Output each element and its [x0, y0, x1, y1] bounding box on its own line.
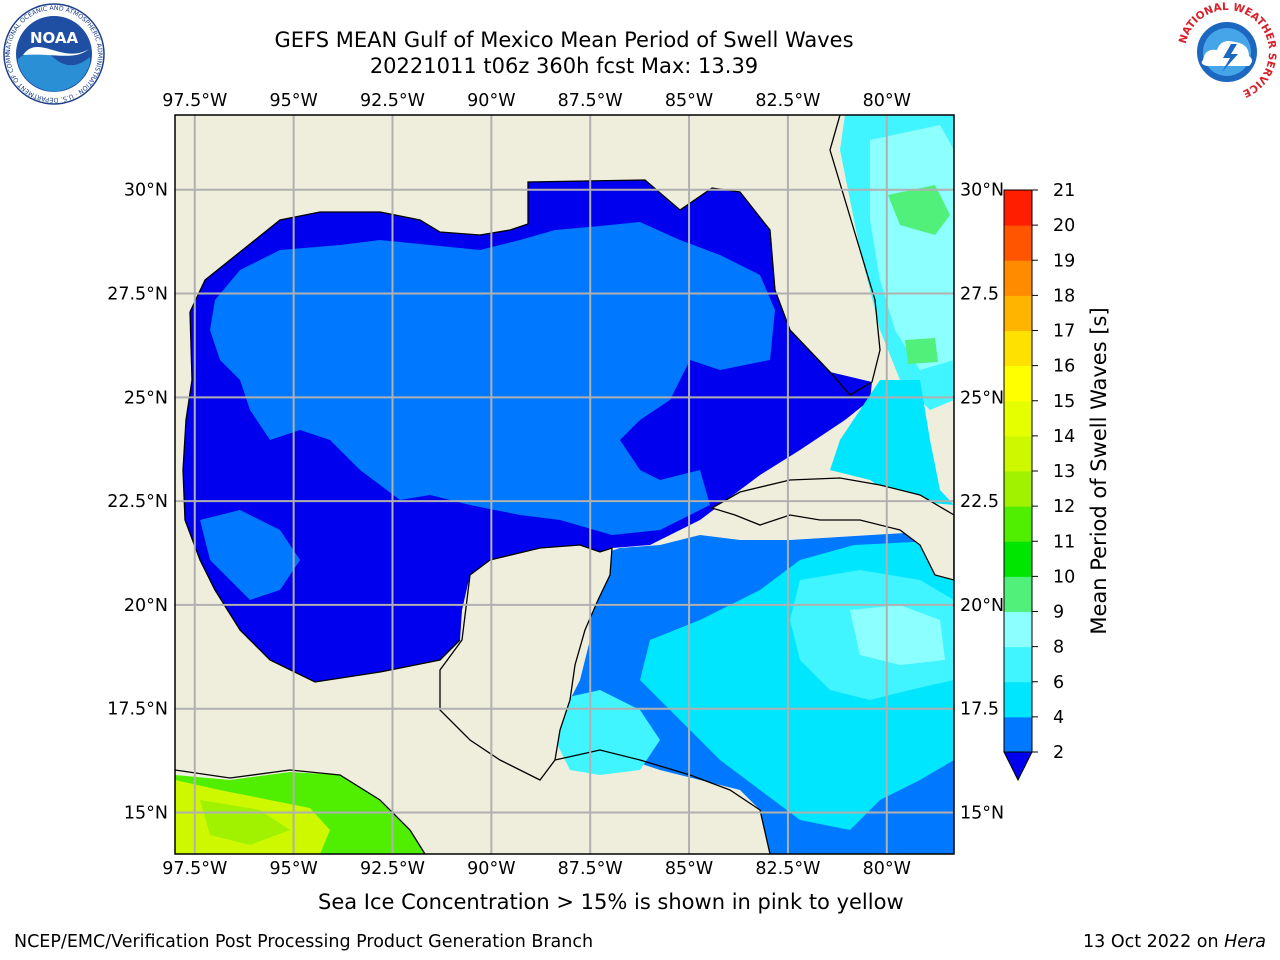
longitude-label: 85°W — [665, 859, 713, 879]
latitude-label-right: 15°N — [960, 803, 1004, 823]
colorbar-tick-label: 14 — [1053, 427, 1075, 447]
gulf-water-medium — [210, 222, 775, 535]
us-gulf-coastline — [189, 115, 881, 396]
colorbar-tick-label: 18 — [1053, 286, 1075, 306]
caribbean-water-lightest — [850, 605, 945, 665]
atlantic-water-green — [888, 185, 950, 235]
longitude-label: 95°W — [269, 859, 317, 879]
colorbar-segment — [1004, 435, 1032, 472]
colorbar-segment — [1004, 716, 1032, 753]
latitude-label-left: 15°N — [124, 803, 168, 823]
latitude-label-left: 20°N — [124, 596, 168, 616]
longitude-label: 87.5°W — [558, 859, 623, 879]
gulf-water-medium-patch — [200, 510, 300, 600]
colorbar-tick-label: 15 — [1053, 392, 1075, 412]
colorbar-segment — [1004, 330, 1032, 367]
colorbar: 2 4 6 8 9 10 11 12 13 14 15 16 17 18 19 20 21 — [1003, 181, 1075, 782]
colorbar-tick-label: 21 — [1053, 181, 1075, 201]
colorbar-tick-label: 2 — [1053, 743, 1064, 763]
latitude-label-left: 30°N — [124, 181, 168, 201]
longitude-label: 95°W — [269, 91, 317, 111]
chart-title: GEFS MEAN Gulf of Mexico Mean Period of … — [274, 28, 854, 52]
latitude-label-left: 25°N — [124, 388, 168, 408]
longitude-label: 90°W — [467, 859, 515, 879]
longitude-label: 85°W — [665, 91, 713, 111]
longitude-label: 97.5°W — [162, 91, 227, 111]
longitude-label: 90°W — [467, 91, 515, 111]
pacific-coastline — [175, 769, 426, 854]
colorbar-tick-label: 19 — [1053, 251, 1075, 271]
colorbar-tick-label: 20 — [1053, 216, 1075, 236]
colorbar-tick-label: 12 — [1053, 497, 1075, 517]
colorbar-segment — [1004, 576, 1032, 612]
longitude-label: 80°W — [863, 859, 911, 879]
longitude-label: 80°W — [863, 91, 911, 111]
latitude-labels: 30°N 30°N 27.5°N 27.5 25°N 25°N 22.5°N 22.5 20°N… — [107, 181, 1004, 824]
colorbar-segment — [1004, 365, 1032, 402]
footer-date: 13 Oct 2022 on Hera — [1083, 932, 1266, 952]
mexico-coastline — [182, 311, 461, 683]
colorbar-segment — [1004, 295, 1032, 331]
nws-logo: NATIONAL WEATHER SERVICE — [1176, 1, 1278, 103]
colorbar-segment — [1004, 260, 1032, 296]
noaa-logo: NATIONAL OCEANIC AND ATMOSPHERIC ADMINIS… — [3, 3, 105, 105]
pacific-water-green-patch — [200, 800, 290, 845]
latitude-label-left: 17.5°N — [107, 700, 168, 720]
colorbar-segment — [1004, 225, 1032, 261]
colorbar-segment — [1004, 611, 1032, 648]
colorbar-segment — [1004, 506, 1032, 542]
footer-host: Hera — [1224, 932, 1266, 952]
noaa-text: NOAA — [30, 29, 79, 47]
map-frame — [174, 114, 955, 855]
longitude-label: 97.5°W — [162, 859, 227, 879]
colorbar-tick-label: 4 — [1053, 708, 1064, 728]
longitude-labels: 97.5°W 97.5°W 95°W 95°W 92.5°W 92.5°W 90°W 90°W… — [162, 91, 911, 879]
graticule — [175, 115, 954, 854]
colorbar-segment — [1004, 400, 1032, 437]
colorbar-tick-label: 11 — [1053, 532, 1075, 552]
footer-credit: NCEP/EMC/Verification Post Processing Pr… — [14, 932, 594, 952]
latitude-label-right: 30°N — [960, 181, 1004, 201]
latitude-label-right: 20°N — [960, 596, 1004, 616]
longitude-label: 87.5°W — [558, 91, 623, 111]
chart-subtitle: 20221011 t06z 360h fcst Max: 13.39 — [369, 54, 759, 78]
colorbar-segment — [1004, 471, 1032, 507]
colorbar-tick-label: 16 — [1053, 357, 1075, 377]
sea-ice-note: Sea Ice Concentration > 15% is shown in … — [318, 890, 904, 914]
colorbar-tick-label: 9 — [1053, 603, 1064, 623]
colorbar-label: Mean Period of Swell Waves [s] — [1087, 307, 1111, 634]
latitude-label-right: 17.5 — [960, 700, 999, 720]
longitude-label: 82.5°W — [755, 91, 820, 111]
colorbar-under-arrow — [1003, 751, 1033, 782]
yucatan-land — [439, 544, 613, 781]
colorbar-segment — [1004, 681, 1032, 718]
colorbar-segment — [1004, 190, 1032, 226]
longitude-label: 92.5°W — [360, 859, 425, 879]
colorbar-segment — [1004, 646, 1032, 683]
longitude-label: 82.5°W — [755, 859, 820, 879]
colorbar-tick-label: 8 — [1053, 638, 1064, 658]
latitude-label-left: 22.5°N — [107, 492, 168, 512]
latitude-label-left: 27.5°N — [107, 285, 168, 305]
cuba-land — [710, 477, 954, 581]
footer-date-text: 13 Oct 2022 on — [1083, 932, 1225, 952]
latitude-label-right: 27.5 — [960, 285, 999, 305]
longitude-label: 92.5°W — [360, 91, 425, 111]
colorbar-tick-label: 13 — [1053, 462, 1075, 482]
latitude-label-right: 25°N — [960, 388, 1004, 408]
colorbar-tick-label: 17 — [1053, 322, 1075, 342]
latitude-label-right: 22.5 — [960, 492, 999, 512]
colorbar-segment — [1004, 541, 1032, 577]
colorbar-tick-label: 10 — [1053, 567, 1075, 587]
florida-straits-water — [830, 380, 954, 505]
atlantic-water-green-2 — [905, 338, 938, 364]
colorbar-tick-label: 6 — [1053, 673, 1064, 693]
